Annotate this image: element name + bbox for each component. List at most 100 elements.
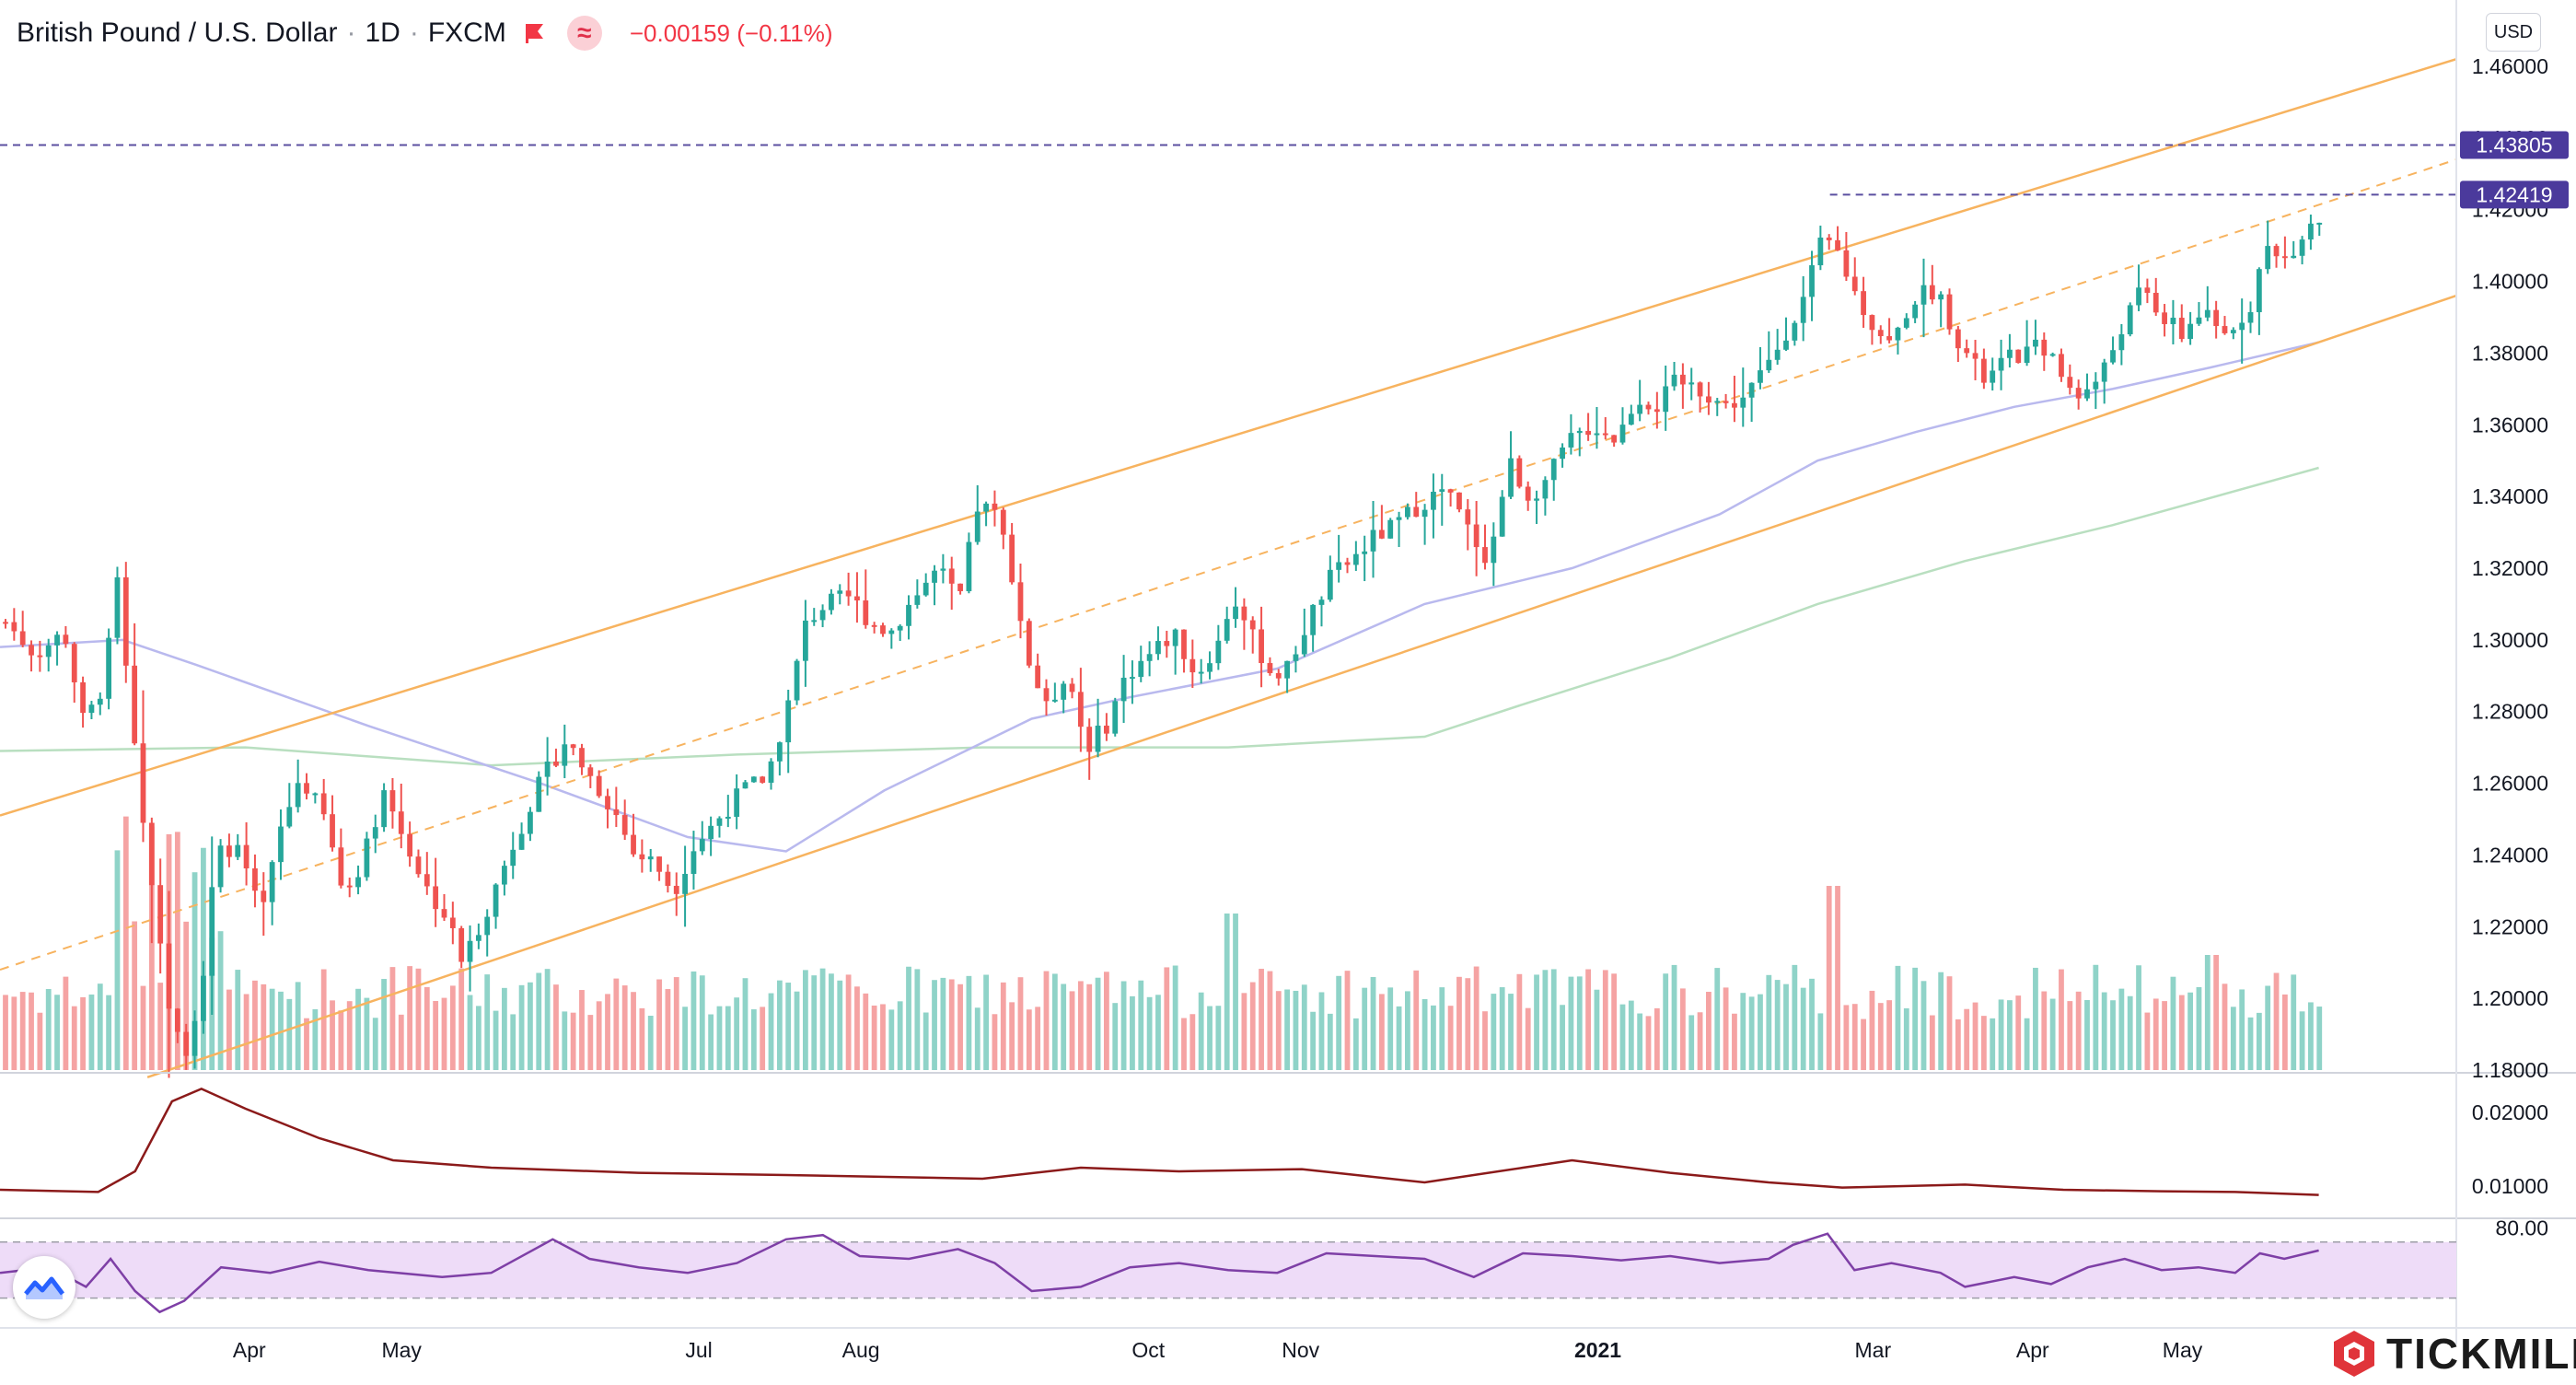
candle [1130,677,1135,680]
volume-bar [1766,974,1772,1070]
volume-bar [2007,1000,2013,1070]
volume-bar [742,978,748,1070]
volume-bar [2136,965,2141,1070]
candle [278,826,284,863]
candle [699,839,705,852]
candle [1817,237,1824,266]
candle [837,590,843,594]
volume-bar [613,978,620,1070]
volume-bar [1903,1007,1909,1070]
interval-label[interactable]: 1D [365,17,400,48]
candle [286,807,293,827]
candle [974,511,981,542]
candle [734,788,740,817]
time-tick-label: May [381,1338,422,1362]
volume-bar [1421,998,1428,1070]
flag-icon[interactable] [523,21,547,45]
volume-bar [1611,973,1618,1070]
volume-bar [2256,1012,2262,1070]
candle [295,783,301,808]
candle [2084,389,2090,399]
candle [1215,640,1222,664]
volume-bar [1336,975,1342,1070]
symbol-name[interactable]: British Pound / U.S. Dollar [17,17,338,48]
candle [1370,530,1376,552]
time-axis[interactable]: Apr May Jul Aug Oct Nov 2021 Mar Apr May [233,1338,2203,1362]
candle [433,886,439,910]
volume-bar [1491,994,1497,1070]
candle [484,916,491,936]
candle [1869,315,1875,331]
volume-bar [1413,970,1420,1070]
candle [346,885,353,888]
candle [1069,683,1075,692]
candle [1017,582,1024,622]
candle [37,655,43,658]
candle [776,742,783,762]
candle [1826,237,1832,240]
volume-bar [1447,1006,1454,1070]
volume-bar [1792,964,1798,1070]
candle [1998,357,2004,371]
time-tick-label: Oct [1131,1338,1165,1362]
volume-bar [54,995,60,1070]
volume-bar [2067,1001,2073,1070]
volume-bar [906,966,911,1070]
candle [501,866,507,885]
candle [1550,459,1557,481]
candle [1619,425,1626,443]
volume-bar [1207,1006,1213,1070]
price-axis[interactable]: 1.460001.440001.420001.400001.380001.360… [2472,54,2548,1082]
candle [330,814,335,848]
volume-bar [1817,1013,1824,1070]
volume-bar [88,994,95,1070]
candle [1800,297,1806,323]
candle [2093,381,2099,390]
currency-button[interactable]: USD [2486,13,2541,52]
volume-bar [750,1009,757,1070]
volume-bar [1560,1005,1565,1070]
candle [819,610,826,621]
candle [631,834,636,855]
candle [1035,665,1041,689]
volume-bar [725,1006,731,1070]
volume-bar [992,1014,998,1070]
candle [1706,396,1712,403]
candle [966,541,972,591]
volume-bar [29,992,34,1070]
volume-bar [501,987,507,1070]
volume-bar [1946,976,1953,1070]
candle [1955,329,1961,349]
candle [1972,353,1978,359]
volume-bar [639,1007,645,1070]
candle [1654,409,1660,413]
volume-bar [398,1014,404,1070]
candle [389,790,396,812]
volume-bar [278,991,284,1070]
volume-bar [1017,977,1024,1070]
candle [1602,433,1608,436]
candle [235,844,241,857]
volume-bar [1009,1002,1015,1070]
volume-bar [1774,980,1781,1070]
approx-icon[interactable]: ≈ [566,16,602,51]
candle [2110,350,2116,363]
price-tick-label: 1.46000 [2472,54,2548,78]
tradingview-logo-icon[interactable] [13,1256,75,1319]
volume-bar [2170,976,2176,1070]
volume-bar [2084,999,2090,1070]
candle [398,811,404,834]
candle [1912,304,1919,319]
candle [1387,519,1394,539]
price-marker-label: 1.42419 [2476,182,2552,206]
candle [157,885,164,944]
volume-bar [1465,978,1471,1070]
volume-bar [1275,991,1282,1070]
candle [338,847,344,886]
candle [871,624,877,627]
volume-bar [484,974,491,1070]
candle [19,631,26,646]
candle [29,645,34,656]
candle [544,761,551,777]
